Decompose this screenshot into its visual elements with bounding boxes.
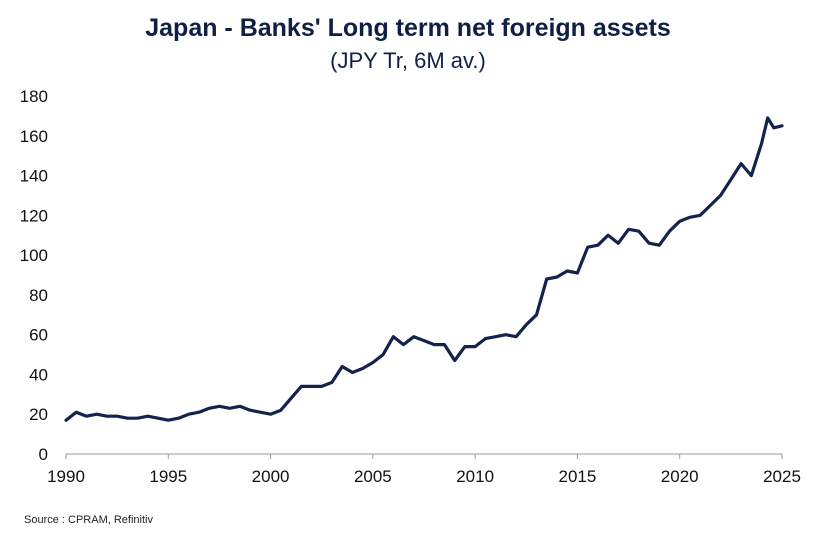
x-tick-label: 1995: [149, 467, 187, 486]
x-tick-label: 2010: [456, 467, 494, 486]
x-tick-label: 2000: [252, 467, 290, 486]
x-tick-label: 2005: [354, 467, 392, 486]
series-line: [64, 116, 784, 422]
x-tick-label: 2015: [559, 467, 597, 486]
x-axis: 1990 1995 2000 2005 2010 2015 2020 2025: [47, 454, 801, 486]
y-tick-label: 120: [20, 206, 48, 225]
y-tick-label: 60: [29, 326, 48, 345]
x-tick-label: 2025: [763, 467, 801, 486]
y-tick-label: 0: [39, 445, 48, 464]
series-group: [64, 116, 784, 422]
y-tick-label: 100: [20, 246, 48, 265]
source-note: Source : CPRAM, Refinitiv: [24, 514, 153, 526]
y-tick-label: 140: [20, 167, 48, 186]
chart-title: Japan - Banks' Long term net foreign ass…: [145, 14, 671, 42]
y-tick-label: 80: [29, 286, 48, 305]
x-tick-label: 1990: [47, 467, 85, 486]
y-tick-label: 40: [29, 365, 48, 384]
y-axis: 0 20 40 60 80 100 120 140 160 180: [20, 87, 48, 464]
y-tick-label: 180: [20, 87, 48, 106]
y-tick-label: 160: [20, 127, 48, 146]
x-tick-label: 2020: [661, 467, 699, 486]
chart-subtitle: (JPY Tr, 6M av.): [330, 48, 486, 73]
y-tick-label: 20: [29, 405, 48, 424]
